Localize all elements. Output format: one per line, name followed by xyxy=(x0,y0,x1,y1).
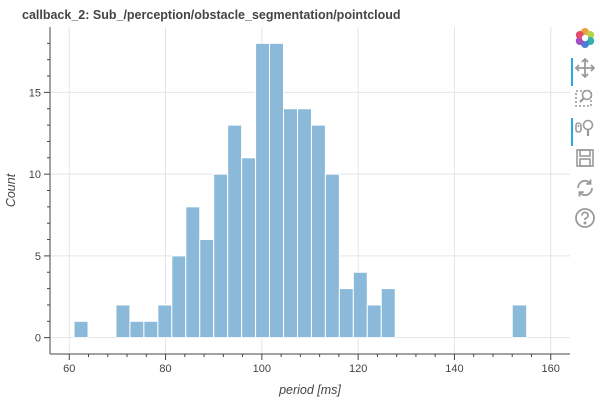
wheel-zoom-active-indicator xyxy=(571,118,573,146)
histogram-bar xyxy=(366,304,382,339)
histogram-bar xyxy=(143,320,159,339)
reset-icon[interactable] xyxy=(573,176,597,200)
histogram-bar xyxy=(380,288,396,339)
histogram-bar xyxy=(338,288,354,339)
pan-icon[interactable] xyxy=(571,56,597,86)
histogram-bar xyxy=(324,173,340,339)
x-axis-ticks: 60 80 100 120 140 160 xyxy=(63,354,560,375)
histogram-bar xyxy=(171,255,187,339)
x-tick-label: 120 xyxy=(349,363,367,375)
histogram-bar xyxy=(73,320,89,339)
save-icon[interactable] xyxy=(573,146,597,170)
histogram-bar xyxy=(310,124,326,339)
histogram-bar xyxy=(129,320,145,339)
chart-title: callback_2: Sub_/perception/obstacle_seg… xyxy=(22,8,401,22)
x-tick-label: 100 xyxy=(253,363,271,375)
x-tick-label: 160 xyxy=(542,363,560,375)
histogram-bar xyxy=(283,108,298,339)
histogram-bar xyxy=(296,108,312,339)
x-tick-label: 60 xyxy=(63,363,75,375)
histogram-bar xyxy=(269,42,285,339)
histogram-bars xyxy=(73,42,528,339)
x-tick-label: 140 xyxy=(445,363,463,375)
x-tick-label: 80 xyxy=(159,363,171,375)
histogram-bar xyxy=(115,304,131,339)
histogram-bar xyxy=(213,173,229,339)
y-tick-label: 0 xyxy=(35,333,41,345)
histogram-bar xyxy=(511,304,528,339)
y-axis-label: Count xyxy=(4,173,18,207)
histogram-bar xyxy=(227,124,243,339)
box-zoom-icon[interactable] xyxy=(573,86,597,110)
plot-toolbar xyxy=(570,26,600,266)
histogram-bar xyxy=(255,42,271,339)
y-axis-ticks: 0 5 10 15 xyxy=(29,42,50,345)
y-tick-label: 10 xyxy=(29,169,41,181)
y-tick-label: 5 xyxy=(35,251,41,263)
bokeh-logo-icon[interactable] xyxy=(573,26,597,50)
histogram-bar xyxy=(157,304,173,339)
wheel-zoom-icon[interactable] xyxy=(571,116,597,146)
pan-active-indicator xyxy=(571,58,573,86)
x-axis-label: period [ms] xyxy=(278,383,341,397)
y-tick-label: 15 xyxy=(29,87,41,99)
histogram-bar xyxy=(185,206,201,339)
help-icon[interactable] xyxy=(573,206,597,230)
histogram-bar xyxy=(199,239,215,339)
histogram-bar xyxy=(352,271,368,339)
histogram-bar xyxy=(241,157,257,339)
